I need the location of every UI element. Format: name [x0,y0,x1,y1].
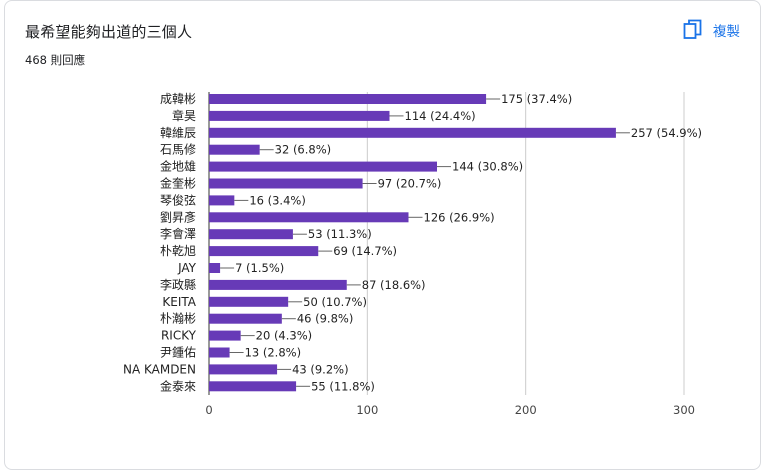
data-label: 257 (54.9%) [631,126,702,140]
bar-12[interactable] [209,296,289,307]
category-label: 成韓彬 [160,92,196,106]
data-label: 50 (10.7%) [303,295,367,309]
x-tick-label: 300 [673,403,695,417]
category-label: 章昊 [172,108,196,123]
data-label: 87 (18.6%) [362,278,426,292]
category-label: 尹鍾佑 [160,346,196,360]
bar-3[interactable] [209,144,260,155]
category-label: 朴乾旭 [160,243,196,258]
bar-6[interactable] [209,195,235,206]
category-label: 朴瀚彬 [160,311,196,326]
bar-9[interactable] [209,246,319,257]
category-label: 琴俊弦 [160,192,196,207]
category-label: 石馬修 [160,142,196,157]
category-label: 金地雄 [160,159,196,174]
bar-5[interactable] [209,178,363,189]
data-label: 32 (6.8%) [275,143,331,157]
category-label: 金泰來 [160,378,196,393]
category-label: 李會澤 [160,226,196,241]
data-label: 7 (1.5%) [235,261,284,275]
data-label: 20 (4.3%) [256,329,312,343]
data-label: 69 (14.7%) [333,244,397,258]
bar-16[interactable] [209,364,278,375]
bar-4[interactable] [209,161,437,172]
data-label: 16 (3.4%) [249,193,305,207]
category-label: RICKY [161,329,197,343]
category-label: KEITA [162,295,196,309]
question-card: 最希望能夠出道的三個人 468 則回應 複製 [4,0,761,470]
data-label: 53 (11.3%) [308,227,372,241]
bar-14[interactable] [209,330,241,341]
grid-lines [208,92,685,395]
bar-10[interactable] [209,263,221,273]
data-label: 46 (9.8%) [297,312,353,326]
copy-chart-button[interactable]: 複製 [683,17,740,43]
category-label: NA KAMDEN [123,362,196,376]
labels: 0 100 200 300 成韓彬 175 (37.4%) 章昊 114 (24.4%) 韓維辰… [123,92,702,417]
category-label: 劉昇彥 [160,209,196,224]
bar-17[interactable] [209,381,297,392]
bar-13[interactable] [209,313,282,324]
bars [209,94,616,392]
response-count: 468 則回應 [25,53,86,67]
category-label: 金奎彬 [160,176,196,191]
bar-8[interactable] [209,229,293,240]
data-label: 13 (2.8%) [245,346,301,360]
data-label: 144 (30.8%) [452,160,523,174]
bar-2[interactable] [209,127,616,138]
bar-1[interactable] [209,110,390,121]
x-tick-label: 0 [205,403,212,417]
x-tick-label: 200 [515,403,537,417]
bar-7[interactable] [209,212,409,223]
bar-11[interactable] [209,279,347,290]
bar-0[interactable] [209,94,487,104]
bar-15[interactable] [209,347,230,358]
category-label: 李政縣 [160,277,196,292]
category-label: JAY [177,261,197,275]
question-title: 最希望能夠出道的三個人 [25,23,193,41]
data-label: 43 (9.2%) [292,362,348,376]
copy-label: 複製 [713,24,740,40]
data-label: 114 (24.4%) [405,109,476,123]
data-label: 175 (37.4%) [501,92,572,106]
data-label: 55 (11.8%) [311,379,375,393]
copy-icon [683,19,703,41]
data-label: 126 (26.9%) [424,210,495,224]
data-label: 97 (20.7%) [378,177,442,191]
category-label: 韓維辰 [160,126,196,140]
x-tick-label: 100 [356,403,378,417]
